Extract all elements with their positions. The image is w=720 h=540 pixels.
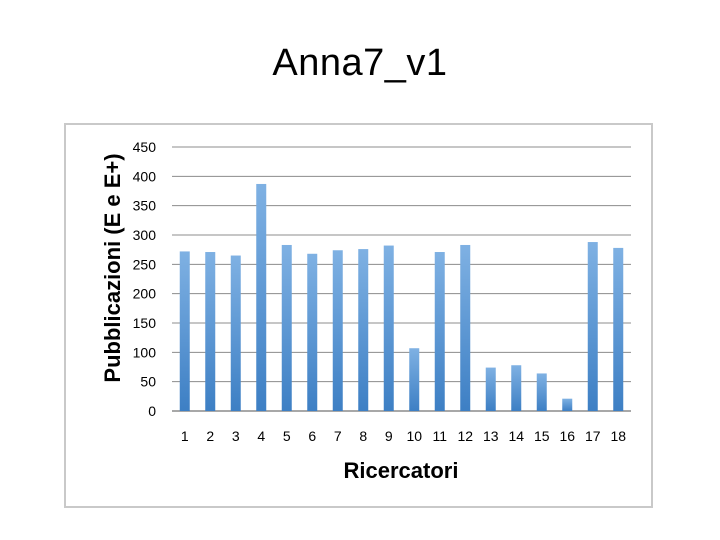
x-tick-label: 10 <box>406 428 422 444</box>
y-tick-label: 400 <box>133 168 157 184</box>
x-tick-label: 9 <box>385 428 393 444</box>
x-tick-label: 1 <box>181 428 189 444</box>
y-tick-label: 300 <box>133 227 157 243</box>
bar-4 <box>256 183 267 411</box>
bar-10 <box>409 348 420 411</box>
bar-5 <box>281 244 292 411</box>
y-tick-label: 150 <box>133 315 157 331</box>
bar-3 <box>230 255 241 411</box>
gridlines <box>172 146 631 412</box>
x-tick-label: 11 <box>432 428 447 444</box>
x-tick-label: 7 <box>334 428 342 444</box>
bar-14 <box>511 365 522 411</box>
x-tick-label: 2 <box>206 428 214 444</box>
x-tick-label: 16 <box>559 428 575 444</box>
x-tick-label: 6 <box>308 428 316 444</box>
x-axis-title: Ricercatori <box>344 458 459 483</box>
bar-17 <box>587 242 598 411</box>
bar-7 <box>332 250 343 411</box>
x-tick-label: 15 <box>534 428 550 444</box>
y-axis-title: Pubblicazioni (E e E+) <box>100 153 125 382</box>
bars <box>179 183 624 411</box>
y-tick-label: 0 <box>148 403 156 419</box>
bar-1 <box>179 251 190 411</box>
x-tick-labels: 1 2 3 4 5 6 7 8 9 10 11 12 13 14 15 16 17 18 <box>181 428 626 444</box>
y-tick-label: 350 <box>133 198 157 214</box>
x-tick-label: 8 <box>359 428 367 444</box>
x-tick-label: 4 <box>257 428 265 444</box>
y-tick-label: 200 <box>133 286 157 302</box>
x-tick-label: 5 <box>283 428 291 444</box>
y-tick-label: 250 <box>133 256 157 272</box>
x-tick-label: 18 <box>610 428 626 444</box>
x-tick-label: 3 <box>232 428 240 444</box>
bar-9 <box>383 245 394 411</box>
bar-8 <box>358 249 369 411</box>
x-tick-label: 12 <box>457 428 473 444</box>
y-tick-label: 50 <box>140 374 156 390</box>
bar-15 <box>536 373 547 411</box>
slide-title: Anna7_v1 <box>272 42 448 84</box>
bar-18 <box>613 247 624 411</box>
y-tick-label: 100 <box>133 344 157 360</box>
y-tick-label: 450 <box>133 139 157 155</box>
bar-11 <box>434 252 445 411</box>
bar-13 <box>485 367 496 411</box>
x-tick-label: 14 <box>508 428 524 444</box>
y-tick-labels: 0 50 100 150 200 250 300 350 400 450 <box>133 139 157 419</box>
bar-16 <box>562 398 573 411</box>
x-tick-label: 17 <box>585 428 601 444</box>
bar-2 <box>205 252 216 411</box>
bar-6 <box>307 253 318 411</box>
bar-12 <box>460 244 471 411</box>
x-tick-label: 13 <box>483 428 499 444</box>
